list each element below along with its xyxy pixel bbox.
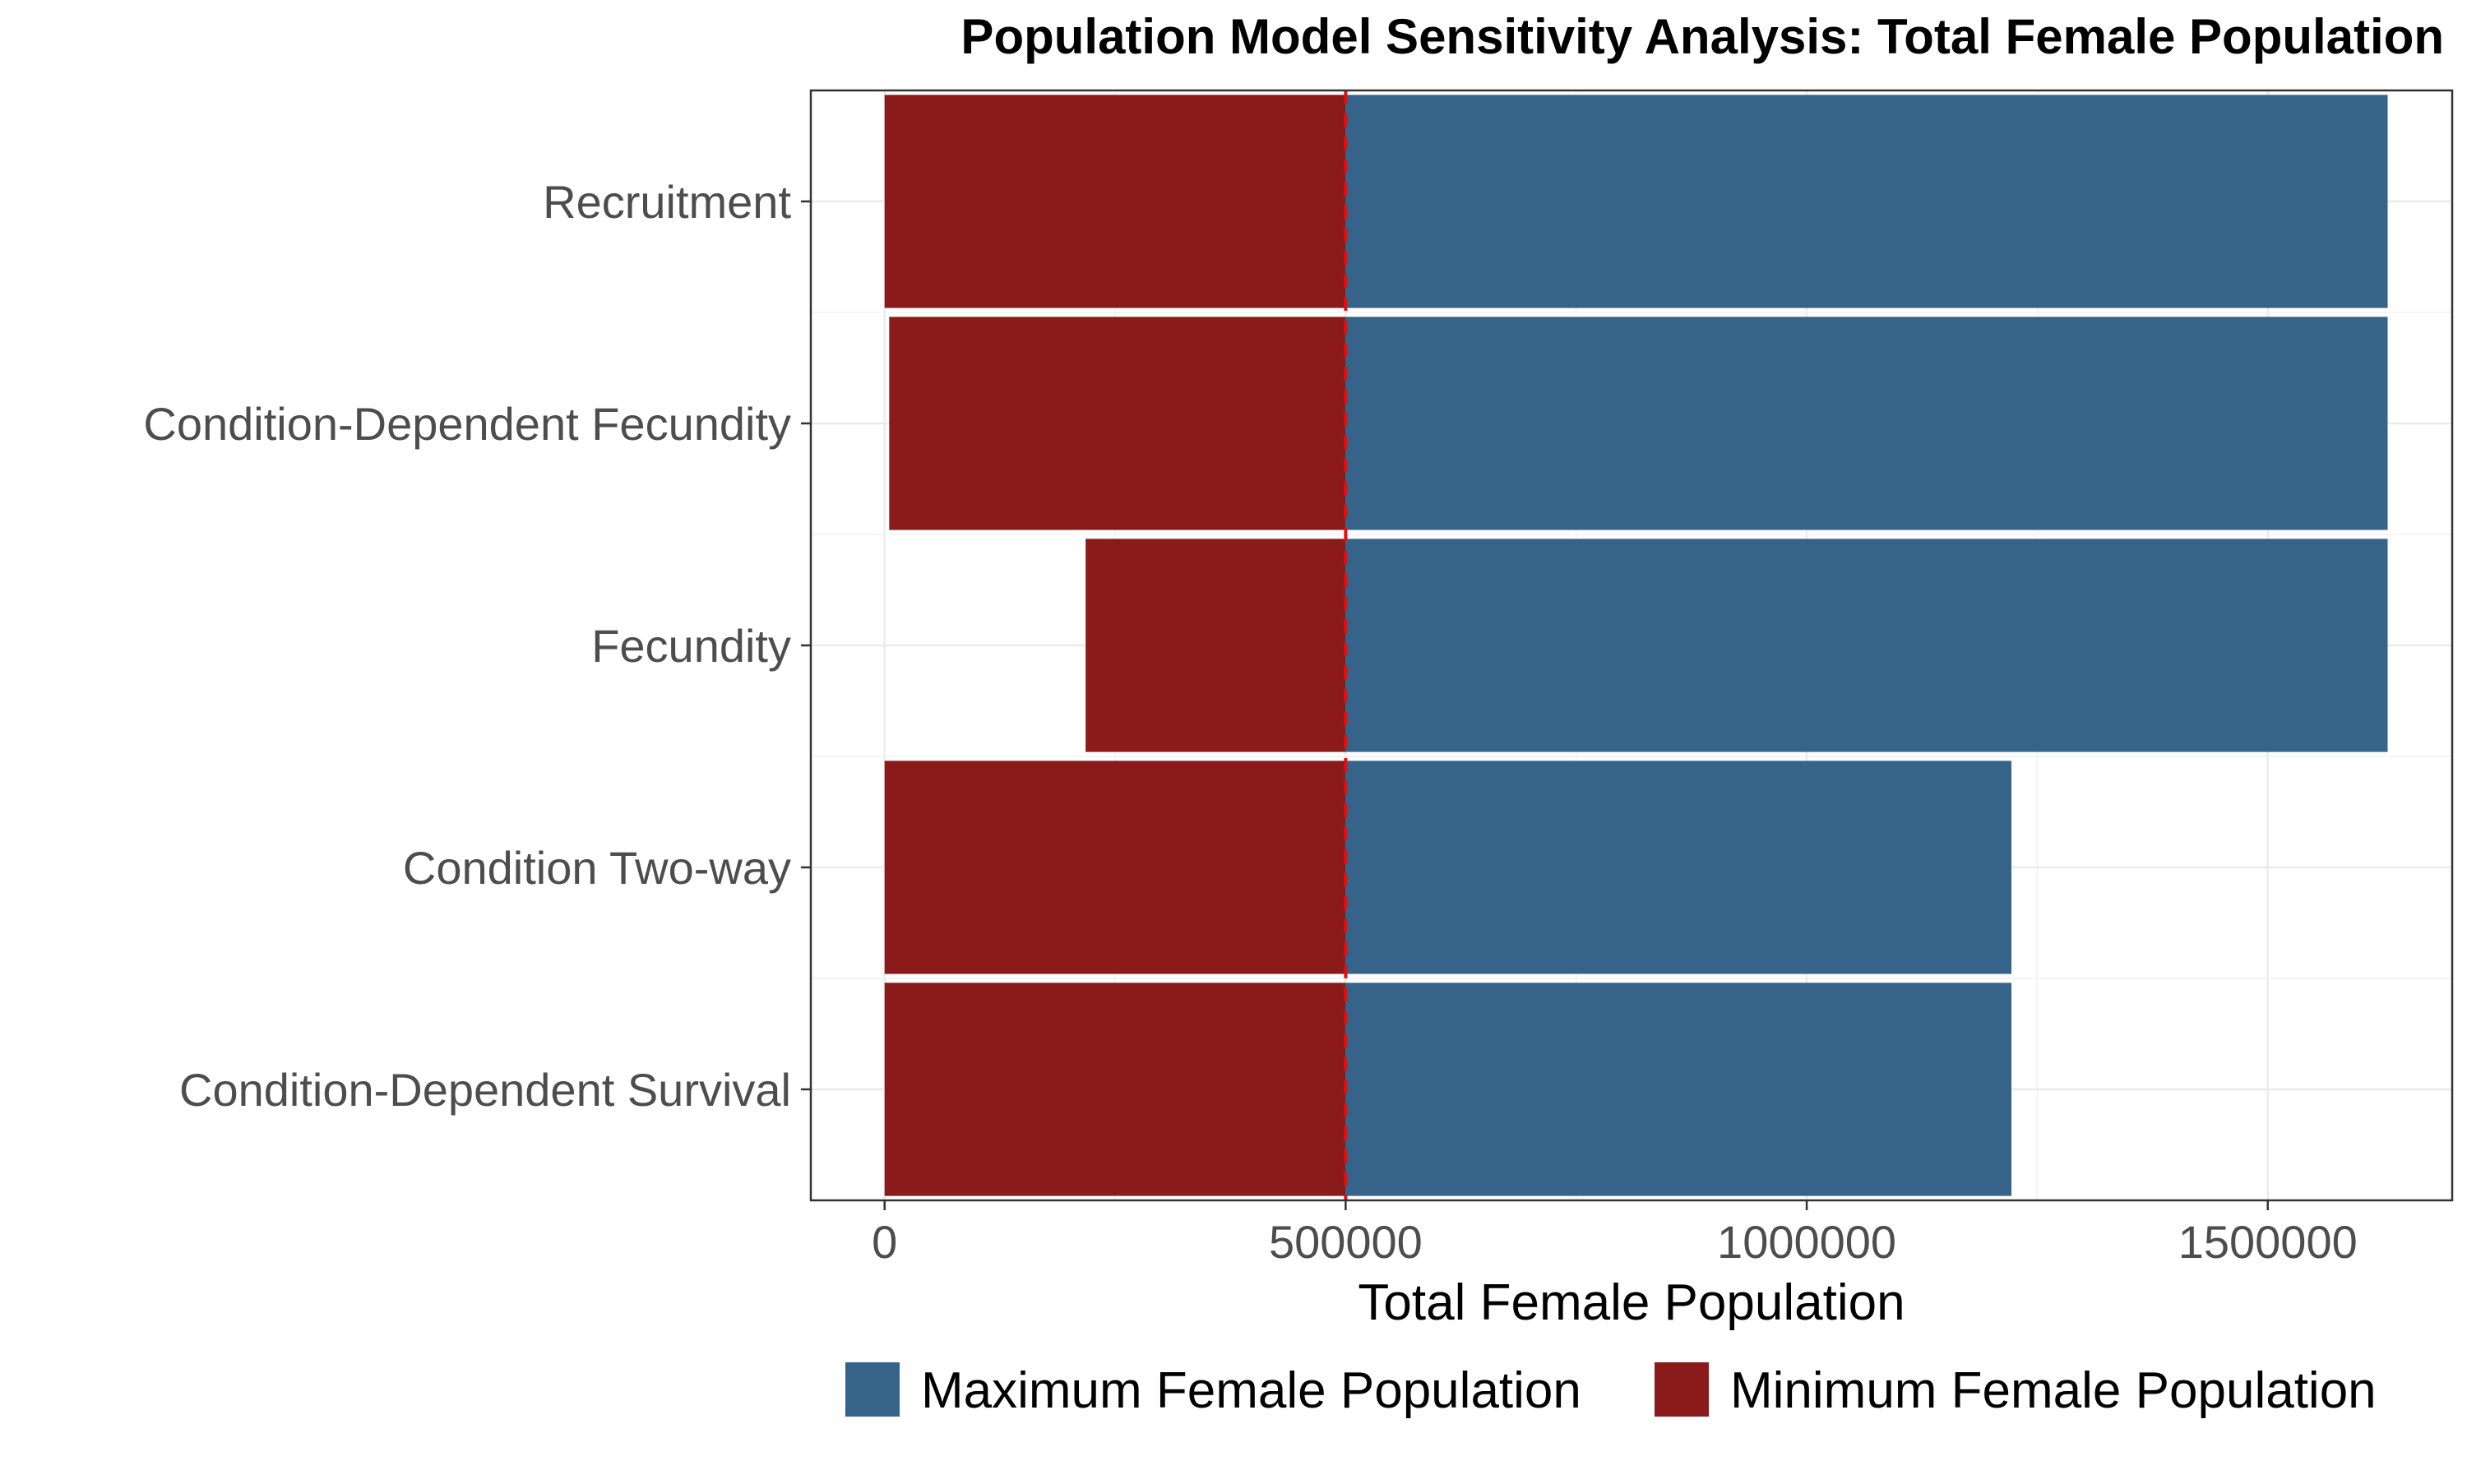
- bar-min-1: [889, 317, 1346, 530]
- x-tick-label: 0: [872, 1216, 897, 1268]
- y-tick-label: Condition-Dependent Fecundity: [143, 398, 791, 450]
- legend-label: Minimum Female Population: [1730, 1362, 2377, 1419]
- bar-min-2: [1085, 539, 1346, 752]
- legend-swatch: [845, 1362, 900, 1417]
- y-tick-label: Fecundity: [591, 620, 791, 672]
- y-tick-label: Condition-Dependent Survival: [179, 1064, 791, 1116]
- bar-max-0: [1345, 95, 2388, 308]
- x-tick-label: 1500000: [2178, 1216, 2358, 1268]
- x-tick-label: 1000000: [1717, 1216, 1896, 1268]
- x-tick-label: 500000: [1269, 1216, 1423, 1268]
- legend-swatch: [1655, 1362, 1709, 1417]
- bar-min-4: [884, 982, 1346, 1196]
- x-axis: 0 500000 1000000 1500000: [872, 1200, 2358, 1268]
- y-tick-label: Recruitment: [543, 176, 791, 228]
- chart-title: Population Model Sensitivity Analysis: T…: [960, 9, 2444, 64]
- x-axis-title: Total Female Population: [1358, 1274, 1905, 1331]
- y-tick-label: Condition Two-way: [403, 842, 791, 894]
- y-axis: Recruitment Condition-Dependent Fecundity…: [143, 176, 811, 1116]
- bar-min-3: [884, 760, 1346, 974]
- bar-max-3: [1345, 760, 2011, 974]
- legend-label: Maximum Female Population: [921, 1362, 1581, 1419]
- bar-max-2: [1345, 539, 2388, 752]
- bar-min-0: [884, 95, 1346, 308]
- bars: [884, 95, 2388, 1196]
- bar-max-4: [1345, 982, 2011, 1196]
- legend: Maximum Female Population Minimum Female …: [845, 1362, 2377, 1419]
- bar-max-1: [1345, 317, 2388, 530]
